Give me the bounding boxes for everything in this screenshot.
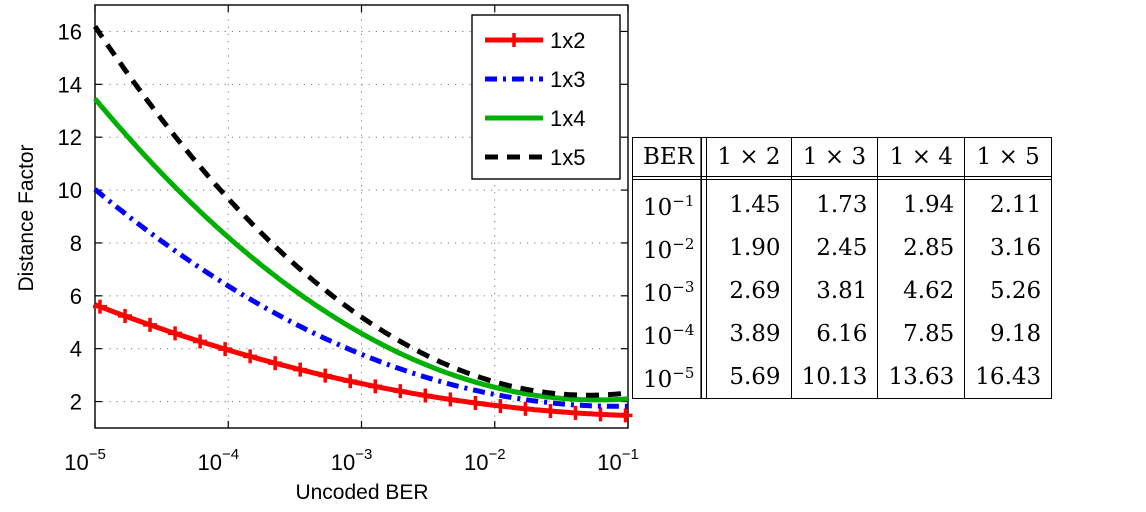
x-tick-label: 10−3 xyxy=(331,446,373,475)
value-cell: 1.73 xyxy=(792,180,879,226)
series-marker xyxy=(143,317,158,332)
table-header-cell: BER xyxy=(633,138,708,177)
series-line-1x3 xyxy=(93,187,629,409)
series-marker xyxy=(443,392,458,407)
series-marker xyxy=(543,404,558,419)
value-cell: 2.69 xyxy=(707,269,792,312)
value-cell: 6.16 xyxy=(792,312,879,355)
series-marker xyxy=(368,379,383,394)
y-tick-label: 12 xyxy=(58,125,82,150)
series-marker xyxy=(218,342,233,357)
series-marker xyxy=(293,362,308,377)
series-line-1x5 xyxy=(92,24,629,398)
series-marker xyxy=(118,308,133,323)
value-cell: 5.26 xyxy=(989,277,1042,304)
ber-cell: 10−2 xyxy=(633,226,708,269)
y-tick-label: 14 xyxy=(58,72,82,97)
table-header-cell: 1 × 4 xyxy=(878,138,966,177)
series-marker xyxy=(343,374,358,389)
table-row: 10−4 3.89 6.16 7.85 9.18 xyxy=(633,312,1051,355)
table-row: 10−3 2.69 3.81 4.62 5.26 xyxy=(633,269,1051,312)
table-row: 10−1 1.45 1.73 1.94 2.11 xyxy=(633,180,1051,226)
x-tick-label: 10−4 xyxy=(197,446,239,475)
series-line-1x2 xyxy=(94,302,629,418)
value-cell: 13.63 xyxy=(878,355,966,398)
y-tick-label: 2 xyxy=(70,390,82,415)
series-marker xyxy=(418,388,433,403)
series-marker xyxy=(518,401,533,416)
value-cell: 9.18 xyxy=(989,320,1042,347)
series-layer xyxy=(92,24,633,423)
series-marker xyxy=(268,356,283,371)
table-row: 10−5 5.69 10.13 13.63 16.43 xyxy=(633,355,1051,398)
value-cell: 3.81 xyxy=(792,269,879,312)
y-tick-label: 16 xyxy=(58,19,82,44)
x-axis-label: Uncoded BER xyxy=(295,481,428,504)
value-cell: 16.43 xyxy=(975,363,1042,390)
ber-cell: 10−1 xyxy=(633,180,708,226)
x-tick-label: 10−2 xyxy=(464,446,506,475)
value-cell: 2.11 xyxy=(989,191,1042,218)
ber-cell: 10−5 xyxy=(633,355,708,398)
grid xyxy=(95,5,628,428)
value-cell: 1.94 xyxy=(878,180,966,226)
series-marker xyxy=(243,349,258,364)
y-tick-label: 8 xyxy=(70,231,82,256)
value-cell: 3.16 xyxy=(989,234,1042,261)
y-axis-label: Distance Factor xyxy=(15,144,38,291)
value-cell: 10.13 xyxy=(792,355,879,398)
value-cell: 2.45 xyxy=(792,226,879,269)
legend-label: 1x4 xyxy=(550,106,585,131)
value-cell: 2.85 xyxy=(878,226,966,269)
series-marker xyxy=(568,405,583,420)
axis-ticks xyxy=(94,5,629,428)
series-marker xyxy=(318,368,333,383)
table-header-cell: 1 × 5 xyxy=(965,138,1052,177)
table-body: 10−1 1.45 1.73 1.94 2.11 10−2 1.90 2.45 2.85 3.16… xyxy=(633,180,1051,398)
series-marker xyxy=(193,334,208,349)
value-cell: 1.45 xyxy=(707,180,792,226)
y-tick-label: 4 xyxy=(70,337,82,362)
table-header-cell: 1 × 3 xyxy=(791,138,879,177)
value-cell: 3.89 xyxy=(707,312,792,355)
series-marker xyxy=(168,326,183,341)
series-marker xyxy=(618,408,633,423)
y-tick-label: 6 xyxy=(70,284,82,309)
legend-label: 1x2 xyxy=(550,28,585,53)
tick-labels: 10−5 10−4 10−3 10−2 10−1 2 4 6 8 10 12 14 16 xyxy=(58,19,639,475)
value-cell: 4.62 xyxy=(878,269,966,312)
x-tick-label: 10−5 xyxy=(64,446,106,475)
series-marker xyxy=(493,399,508,414)
series-line-1x4 xyxy=(93,97,629,403)
y-tick-label: 10 xyxy=(58,178,82,203)
x-tick-label: 10−1 xyxy=(597,446,639,475)
line-chart: 10−5 10−4 10−3 10−2 10−1 2 4 6 8 10 12 14 16 Uncoded… xyxy=(15,4,639,504)
ber-cell: 10−3 xyxy=(633,269,708,312)
series-marker xyxy=(93,299,108,314)
series-marker xyxy=(468,395,483,410)
value-cell: 5.69 xyxy=(707,355,792,398)
value-cell: 1.90 xyxy=(707,226,792,269)
legend: 1x2 1x3 1x4 1x5 xyxy=(471,14,621,180)
series-marker xyxy=(593,407,608,422)
legend-label: 1x3 xyxy=(550,67,585,92)
table-row: 10−2 1.90 2.45 2.85 3.16 xyxy=(633,226,1051,269)
ber-cell: 10−4 xyxy=(633,312,708,355)
series-marker xyxy=(393,384,408,399)
value-cell: 7.85 xyxy=(878,312,966,355)
legend-label: 1x5 xyxy=(550,145,585,170)
table-header-cell: 1 × 2 xyxy=(707,138,792,177)
